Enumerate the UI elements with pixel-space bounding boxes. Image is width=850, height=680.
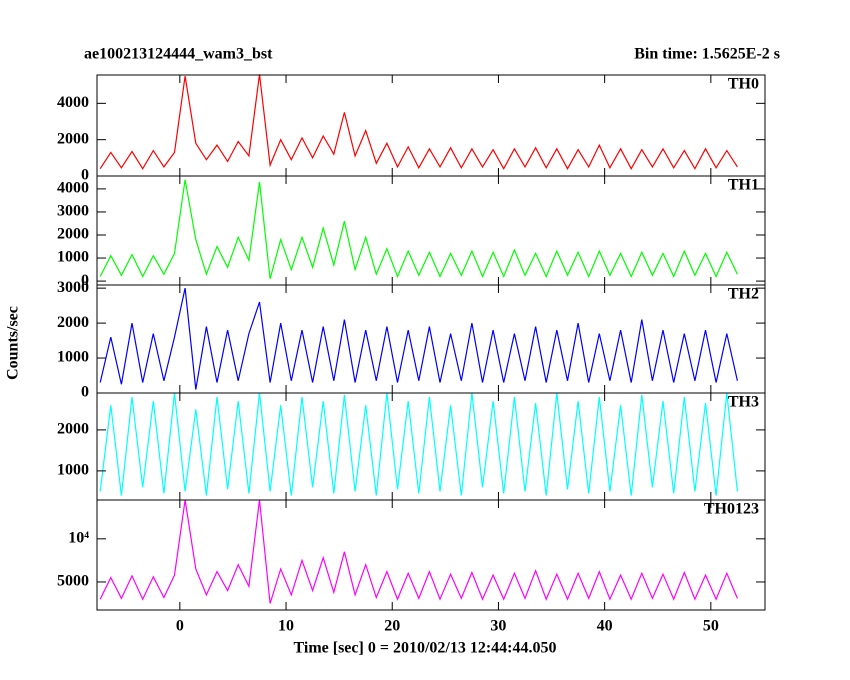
chart-subtitle: Bin time: 1.5625E-2 s (634, 46, 780, 63)
x-tick-label: 20 (384, 618, 400, 635)
chart-title: ae100213124444_wam3_bst (84, 46, 273, 63)
y-tick-label: 3000 (57, 203, 89, 220)
panel-frame (96, 175, 766, 286)
panel-frame (96, 74, 766, 177)
y-tick-label: 1000 (57, 249, 89, 266)
y-tick-label: 10⁴ (68, 529, 89, 546)
y-tick-label: 0 (81, 384, 89, 401)
x-axis-label: Time [sec] 0 = 2010/02/13 12:44:44.050 (293, 640, 556, 657)
y-tick-label: 0 (81, 167, 89, 184)
light-curve (99, 287, 738, 390)
panel-label: TH0 (728, 76, 759, 93)
x-tick-label: 40 (597, 618, 613, 635)
panel-label: TH2 (728, 286, 759, 303)
light-curve (99, 74, 738, 170)
y-tick-label: 0 (81, 272, 89, 289)
y-tick-label: 2000 (57, 226, 89, 243)
x-tick-label: 10 (278, 618, 294, 635)
y-tick-label: 5000 (57, 573, 89, 590)
x-tick-label: 0 (176, 618, 184, 635)
x-tick-label: 50 (703, 618, 719, 635)
x-tick-label: 30 (490, 618, 506, 635)
y-tick-label: 2000 (57, 421, 89, 438)
y-tick-label: 4000 (57, 94, 89, 111)
y-tick-label: 2000 (57, 130, 89, 147)
y-tick-label: 4000 (57, 180, 89, 197)
y-tick-label: 1000 (57, 462, 89, 479)
light-curve (99, 499, 738, 604)
panel-label: TH0123 (704, 501, 759, 518)
y-tick-label: 2000 (57, 314, 89, 331)
light-curve (99, 179, 738, 279)
panel-frame (96, 499, 766, 611)
light-curve (99, 392, 738, 496)
panel-label: TH3 (728, 394, 759, 411)
y-tick-label: 1000 (57, 349, 89, 366)
panel-label: TH1 (728, 177, 759, 194)
y-axis-label: Counts/sec (5, 306, 22, 380)
y-tick-label: 3000 (57, 279, 89, 296)
